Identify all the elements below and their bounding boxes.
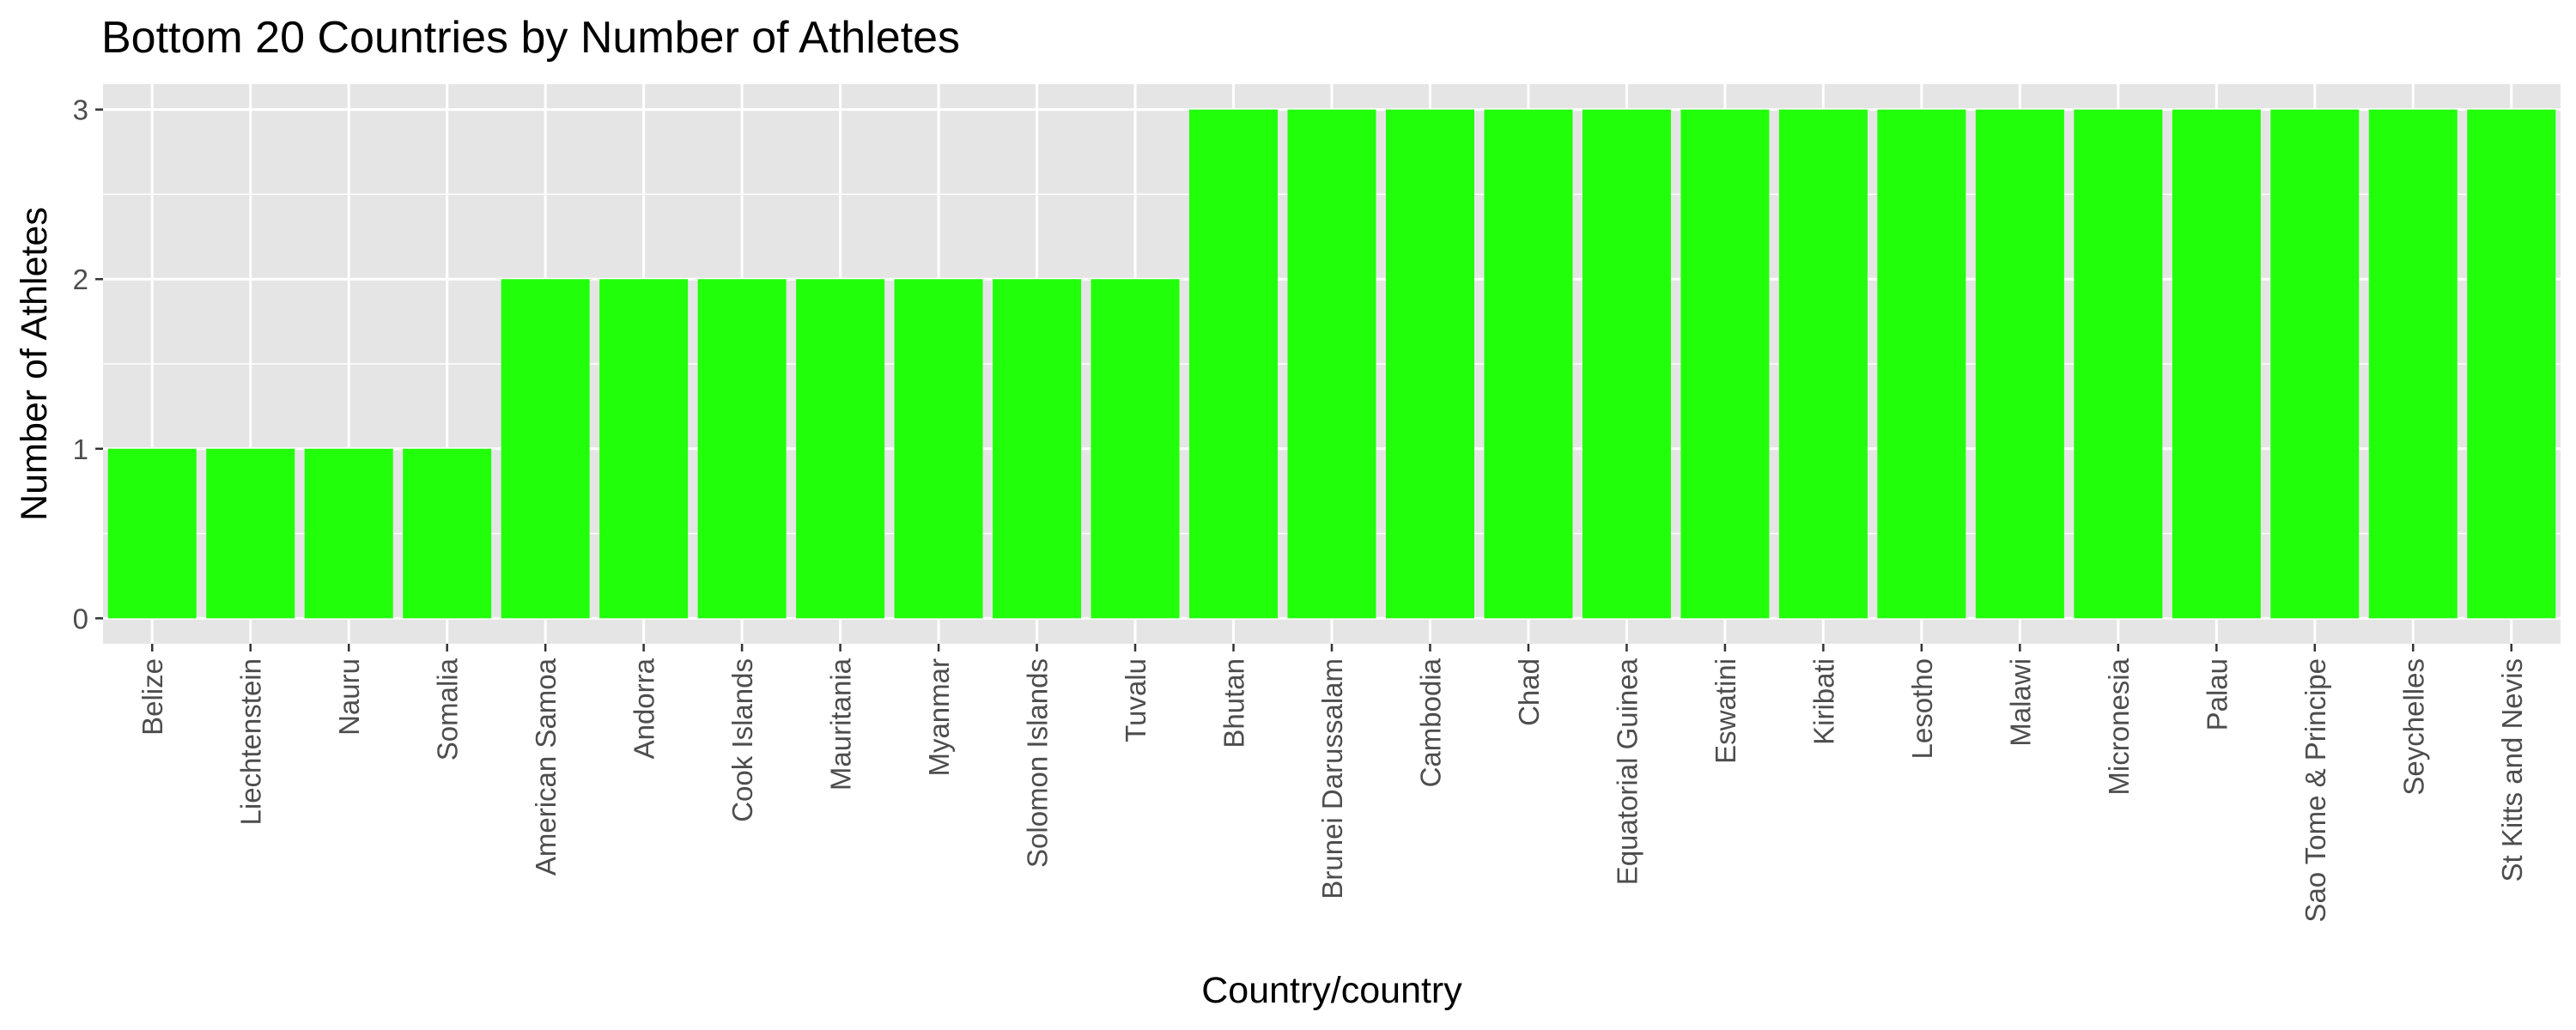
x-tick-label: St Kitts and Nevis [2496,658,2528,882]
x-tick-label: Solomon Islands [1022,658,1054,868]
x-tick-label: Liechtenstein [235,658,267,825]
bar-nauru [304,448,393,619]
bar-american-samoa [501,279,590,619]
bar-brunei-darussalam [1287,109,1376,619]
x-tick-label: Chad [1513,658,1545,726]
bar-myanmar [894,279,983,619]
x-tick-label: Bhutan [1218,658,1250,748]
bar-sao-tome-principe [2270,109,2360,619]
x-tick-label: Belize [137,658,168,736]
bar-kiribati [1778,109,1868,619]
x-tick-label: Palau [2201,658,2233,730]
x-tick-label: Lesotho [1906,658,1938,759]
bar-chad [1484,109,1573,619]
x-tick-label: Micronesia [2103,657,2135,795]
bar-andorra [599,279,689,619]
bar-tuvalu [1091,279,1180,619]
x-axis: Belize Liechtenstein Nauru Somalia American … [137,644,2528,923]
x-tick-label: Nauru [333,658,365,736]
bar-seychelles [2368,109,2458,619]
bar-bhutan [1189,109,1279,619]
x-tick-label: Equatorial Guinea [1611,657,1643,885]
x-tick-label: American Samoa [530,657,562,876]
x-tick-label: Mauritania [825,657,857,791]
y-axis: 0 1 2 3 [73,94,103,634]
bar-palau [2172,109,2261,619]
bar-equatorial-guinea [1582,109,1671,619]
bar-micronesia [2074,109,2163,619]
y-tick-label: 3 [73,94,88,126]
x-tick-label: Eswatini [1710,658,1741,764]
bars-group [107,109,2556,619]
x-tick-label: Andorra [629,657,660,759]
x-tick-label: Brunei Darussalam [1316,658,1348,900]
x-tick-label: Malawi [2004,658,2036,747]
chart-title: Bottom 20 Countries by Number of Athlete… [101,13,960,63]
x-tick-label: Tuvalu [1120,658,1151,742]
bar-liechtenstein [206,448,295,619]
bar-eswatini [1680,109,1770,619]
x-tick-label: Kiribati [1807,658,1839,745]
bar-cambodia [1385,109,1474,619]
x-tick-label: Somalia [432,657,464,760]
bar-belize [107,448,197,619]
y-tick-label: 2 [73,264,88,295]
bar-somalia [403,448,492,619]
bar-malawi [1975,109,2064,619]
y-axis-title: Number of Athletes [14,207,55,521]
x-tick-label: Cook Islands [726,658,758,822]
y-tick-label: 1 [73,433,88,465]
x-tick-label: Myanmar [923,658,955,777]
bar-lesotho [1877,109,1966,619]
x-axis-title: Country/country [1201,970,1462,1011]
bar-mauritania [796,279,885,619]
x-tick-label: Sao Tome & Principe [2300,658,2331,923]
x-tick-label: Cambodia [1414,657,1446,787]
x-tick-label: Seychelles [2397,658,2429,796]
bar-cook-islands [697,279,787,619]
bar-st-kitts-and-nevis [2467,109,2556,619]
y-tick-label: 0 [73,603,88,634]
bar-solomon-islands [993,279,1082,619]
